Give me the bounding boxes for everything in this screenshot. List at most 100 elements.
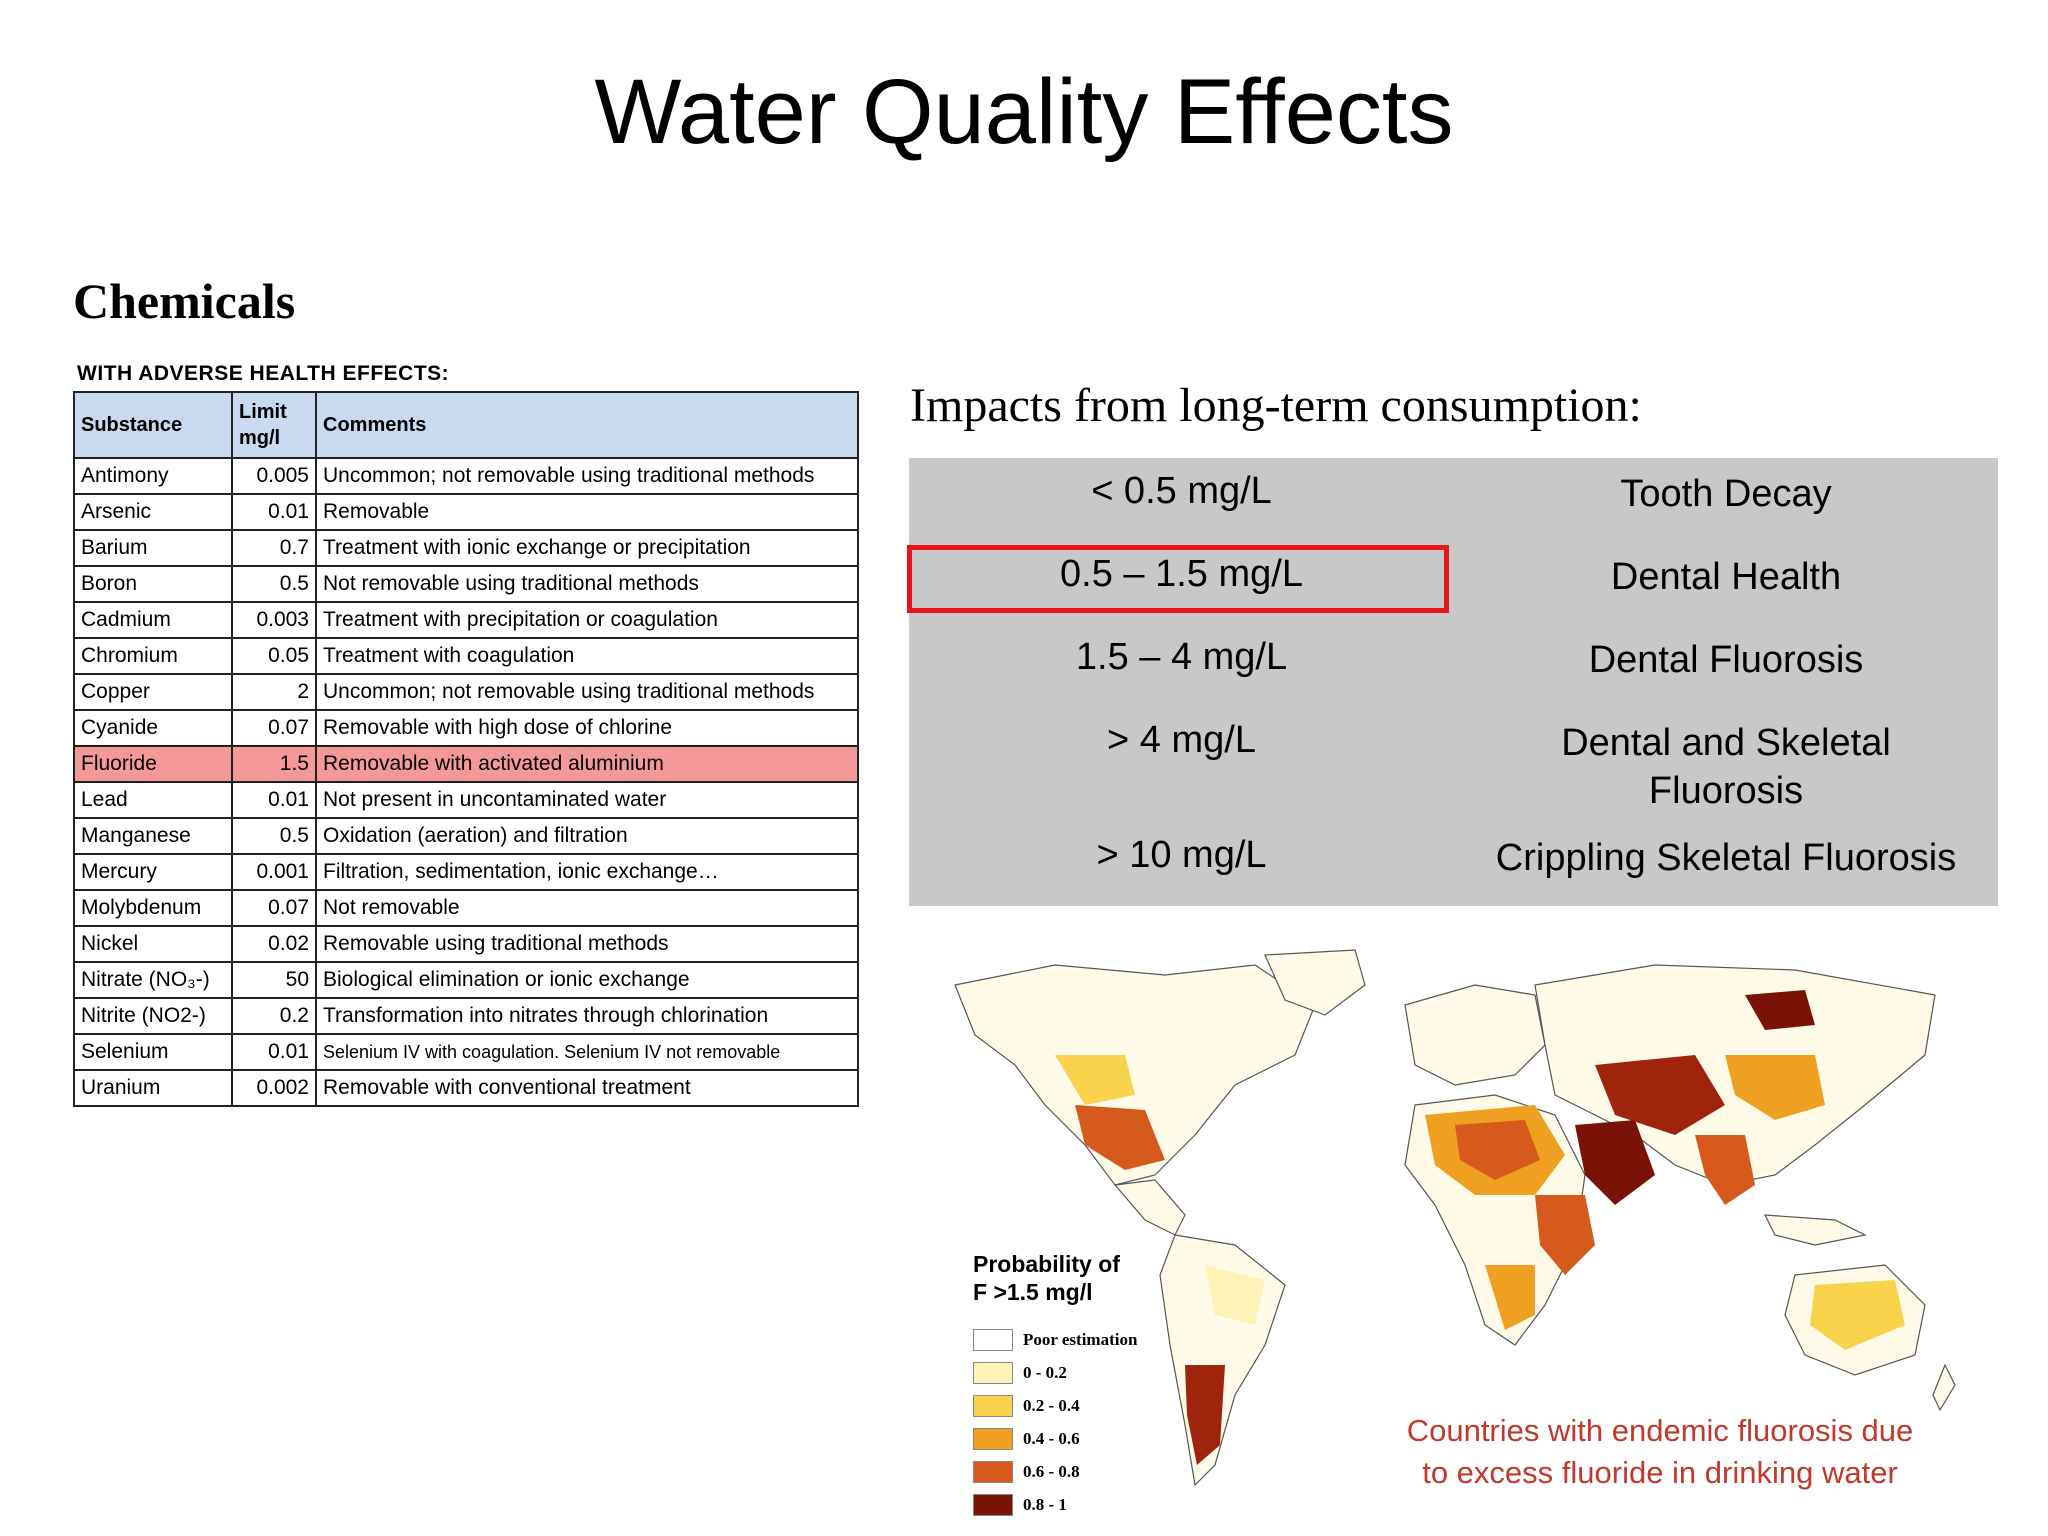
impact-effect: Tooth Decay <box>1620 473 1832 515</box>
impacts-table: < 0.5 mg/L Tooth Decay 0.5 – 1.5 mg/L De… <box>909 458 1998 906</box>
cell-comment: Not removable <box>315 889 859 927</box>
cell-substance: Chromium <box>73 637 233 675</box>
cell-comment: Oxidation (aeration) and filtration <box>315 817 859 855</box>
cell-limit: 0.005 <box>231 457 317 495</box>
world-fluorosis-map <box>954 949 1956 1487</box>
legend-swatch <box>973 1494 1013 1516</box>
cell-substance: Copper <box>73 673 233 711</box>
cell-limit: 0.5 <box>231 565 317 603</box>
table-row: Cyanide 0.07 Removable with high dose of c… <box>73 709 859 747</box>
legend-label: 0 - 0.2 <box>1023 1363 1067 1382</box>
legend-label: 0.8 - 1 <box>1023 1495 1067 1514</box>
cell-comment: Removable with conventional treatment <box>315 1069 859 1107</box>
cell-substance: Manganese <box>73 817 233 855</box>
central-america-shape <box>1113 1179 1186 1236</box>
cell-comment: Transformation into nitrates through chl… <box>315 997 859 1035</box>
table-row: Arsenic 0.01 Removable <box>73 493 859 531</box>
cell-substance: Molybdenum <box>73 889 233 927</box>
cell-limit: 0.002 <box>231 1069 317 1107</box>
australia-patch <box>1810 1280 1905 1350</box>
cell-substance: Cyanide <box>73 709 233 747</box>
cell-limit: 0.07 <box>231 889 317 927</box>
legend-label: 0.2 - 0.4 <box>1023 1396 1080 1415</box>
legend-swatch <box>973 1362 1013 1384</box>
table-row: Nickel 0.02 Removable using traditional me… <box>73 925 859 963</box>
cell-comment: Biological elimination or ionic exchange <box>315 961 859 999</box>
impact-effect: Dental Fluorosis <box>1588 639 1864 681</box>
cell-substance: Selenium <box>73 1033 233 1071</box>
mexico-patch <box>1075 1105 1165 1170</box>
new-zealand-shape <box>1932 1363 1956 1412</box>
cell-comment: Not removable using traditional methods <box>315 565 859 603</box>
cell-comment: Selenium IV with coagulation. Selenium I… <box>315 1033 859 1071</box>
cell-substance: Nitrate (NO₃-) <box>73 961 233 999</box>
table-row: Barium 0.7 Treatment with ionic exchange o… <box>73 529 859 567</box>
header-limit-line1: Limit <box>239 401 287 423</box>
cell-comment: Filtration, sedimentation, ionic exchang… <box>315 853 859 891</box>
header-comments: Comments <box>315 391 859 459</box>
chemicals-heading: Chemicals <box>73 273 296 329</box>
impact-effect: Dental and Skeletal Fluorosis <box>1561 722 1891 812</box>
table-row: Chromium 0.05 Treatment with coagulation <box>73 637 859 675</box>
cell-comment: Treatment with coagulation <box>315 637 859 675</box>
legend-title: Probability of F >1.5 mg/l <box>973 1250 1120 1306</box>
impact-range: 0.5 – 1.5 mg/L <box>1060 553 1303 595</box>
map-caption-line2: to excess fluoride in drinking water <box>1422 1455 1898 1490</box>
legend-swatch <box>973 1461 1013 1483</box>
cell-substance: Fluoride <box>73 745 233 783</box>
cell-limit: 50 <box>231 961 317 999</box>
indonesia-shape <box>1763 1214 1867 1246</box>
legend-swatch <box>973 1428 1013 1450</box>
slide-title: Water Quality Effects <box>594 61 1454 163</box>
cell-comment: Treatment with ionic exchange or precipi… <box>315 529 859 567</box>
arabia-patch <box>1575 1120 1655 1205</box>
table-row: Mercury 0.001 Filtration, sedimentation, i… <box>73 853 859 891</box>
cell-limit: 0.07 <box>231 709 317 747</box>
cell-comment: Removable <box>315 493 859 531</box>
cell-substance: Cadmium <box>73 601 233 639</box>
cell-comment: Removable with activated aluminium <box>315 745 859 783</box>
cell-substance: Boron <box>73 565 233 603</box>
table-row: Lead 0.01 Not present in uncontaminated wa… <box>73 781 859 819</box>
cell-comment: Treatment with precipitation or coagulat… <box>315 601 859 639</box>
header-limit: Limit mg/l <box>231 391 317 459</box>
argentina-patch <box>1185 1365 1225 1465</box>
cell-substance: Mercury <box>73 853 233 891</box>
cell-limit: 1.5 <box>231 745 317 783</box>
cell-comment: Uncommon; not removable using traditiona… <box>315 457 859 495</box>
legend-label: 0.4 - 0.6 <box>1023 1429 1080 1448</box>
brazil-patch <box>1205 1265 1265 1325</box>
mongolia-patch <box>1745 990 1815 1030</box>
header-limit-line2: mg/l <box>239 427 281 449</box>
greenland-shape <box>1264 949 1366 1016</box>
cell-limit: 0.02 <box>231 925 317 963</box>
table-row: Nitrate (NO₃-) 50 Biological elimination o… <box>73 961 859 999</box>
legend-title-line2: F >1.5 mg/l <box>973 1279 1093 1305</box>
impact-range: > 10 mg/L <box>1096 834 1267 876</box>
table-caption: WITH ADVERSE HEALTH EFFECTS: <box>77 362 450 385</box>
cell-substance: Nitrite (NO2-) <box>73 997 233 1035</box>
southern-africa-patch <box>1485 1265 1535 1330</box>
table-row: Cadmium 0.003 Treatment with precipitation… <box>73 601 859 639</box>
table-row: Molybdenum 0.07 Not removable <box>73 889 859 927</box>
table-row: Selenium 0.01 Selenium IV with coagulation… <box>73 1033 859 1071</box>
legend-label: Poor estimation <box>1023 1330 1138 1349</box>
cell-limit: 0.7 <box>231 529 317 567</box>
table-row: Boron 0.5 Not removable using traditional … <box>73 565 859 603</box>
table-row: Antimony 0.005 Uncommon; not removable usi… <box>73 457 859 495</box>
cell-limit: 0.001 <box>231 853 317 891</box>
cell-substance: Uranium <box>73 1069 233 1107</box>
cell-comment: Removable with high dose of chlorine <box>315 709 859 747</box>
table-row: Copper 2 Uncommon; not removable using tra… <box>73 673 859 711</box>
map-caption: Countries with endemic fluorosis due to … <box>1400 1410 1920 1494</box>
cell-limit: 0.05 <box>231 637 317 675</box>
impacts-heading: Impacts from long-term consumption: <box>910 379 1642 432</box>
middle-east-patch <box>1595 1055 1725 1135</box>
impact-range: 1.5 – 4 mg/L <box>1075 636 1288 678</box>
legend-title-line1: Probability of <box>973 1251 1120 1277</box>
cell-comment: Not present in uncontaminated water <box>315 781 859 819</box>
cell-limit: 0.01 <box>231 1033 317 1071</box>
legend-label: 0.6 - 0.8 <box>1023 1462 1080 1481</box>
cell-limit: 0.01 <box>231 493 317 531</box>
impact-effect: Crippling Skeletal Fluorosis <box>1495 837 1957 879</box>
